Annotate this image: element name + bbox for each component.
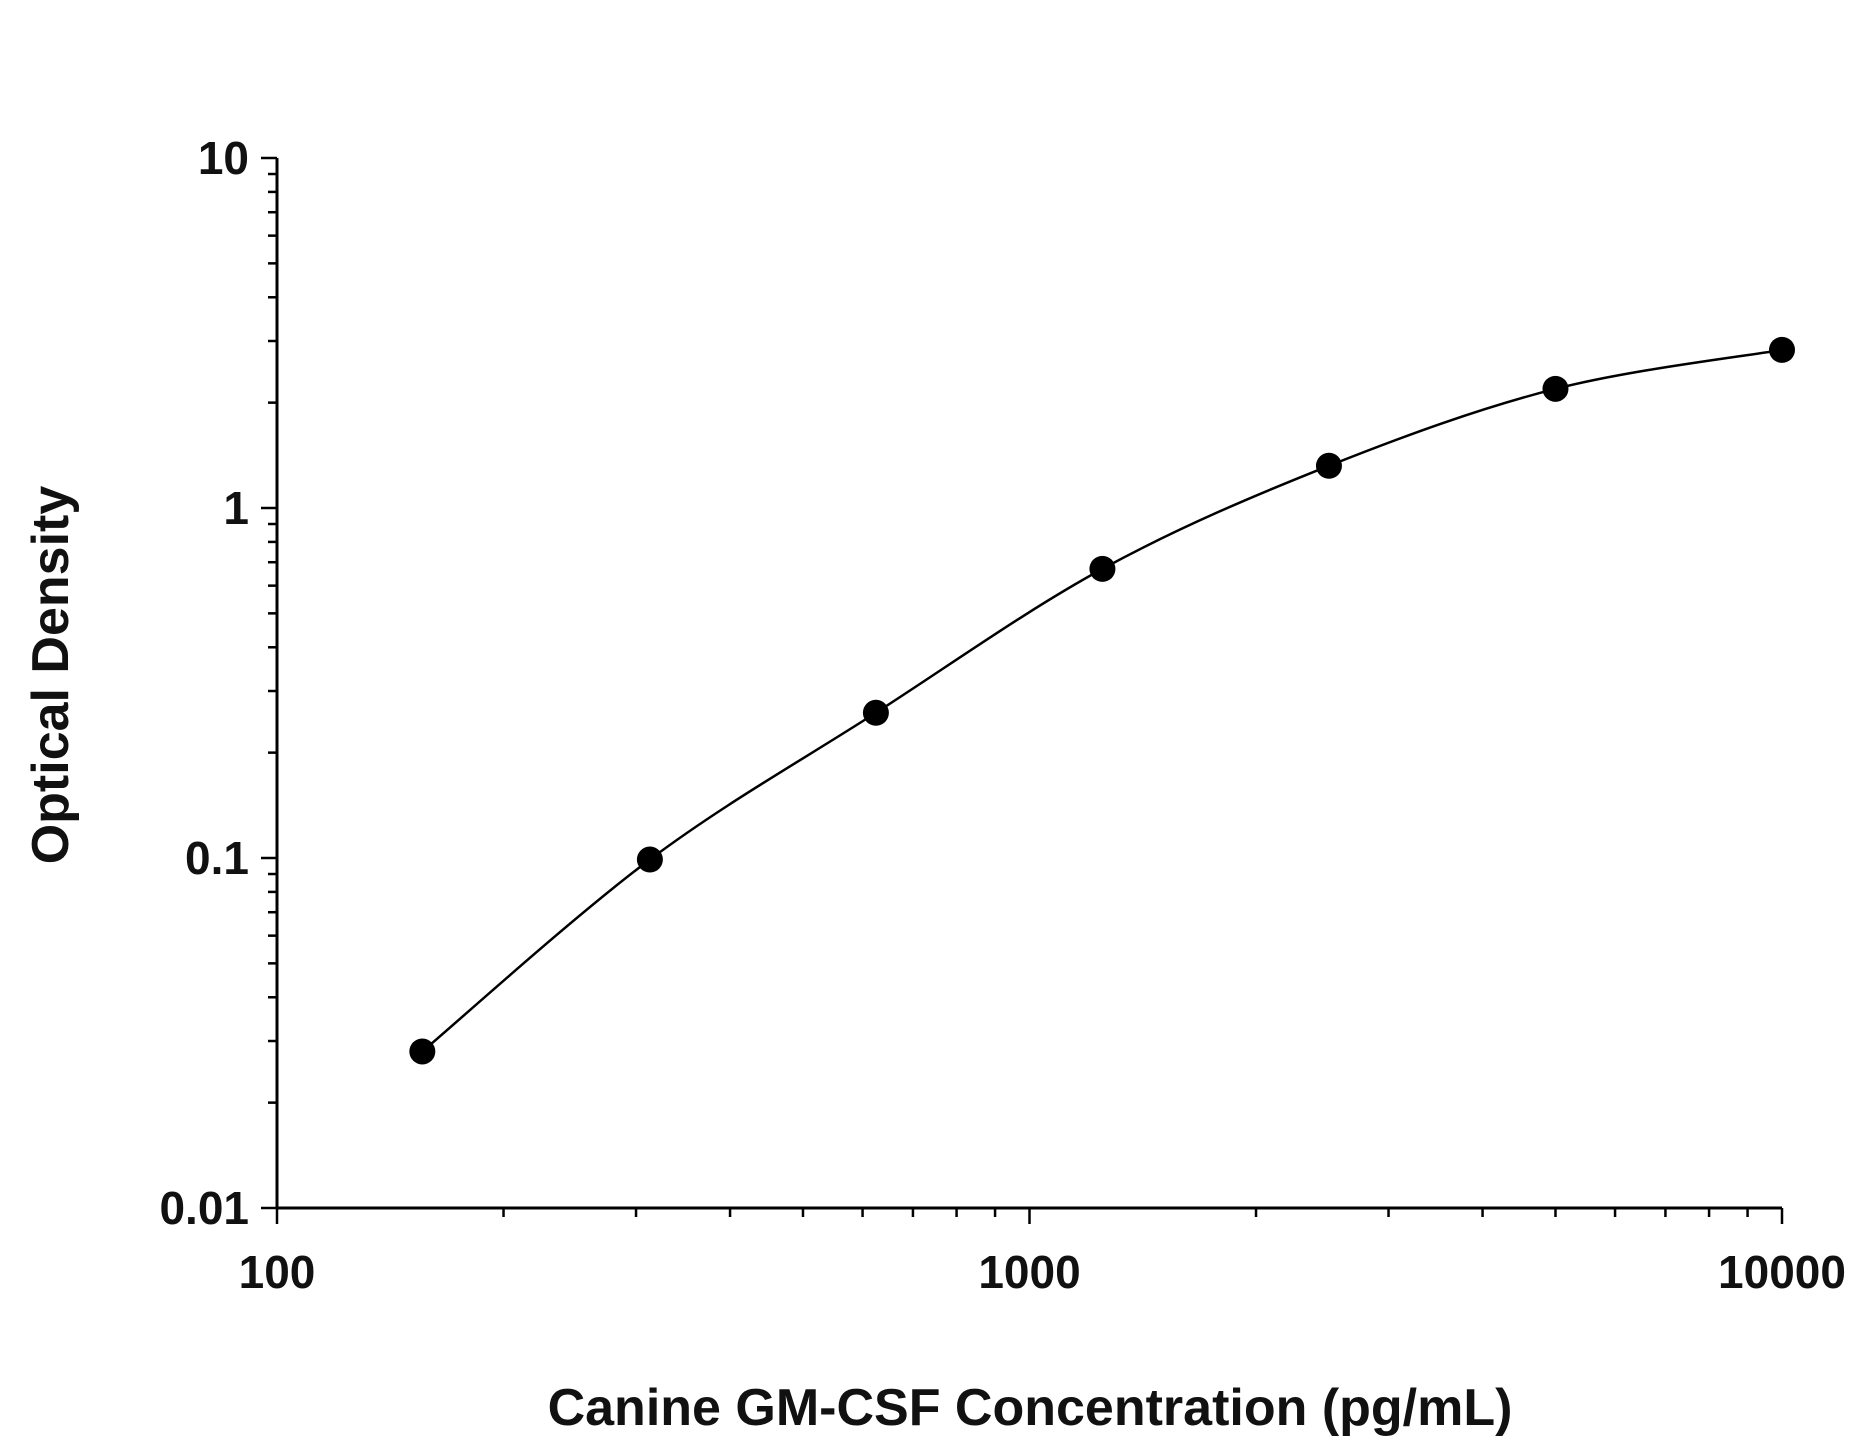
data-point: [1315, 452, 1342, 479]
data-point: [1769, 336, 1795, 363]
x-tick-label: 100: [239, 1246, 316, 1298]
axes: [261, 156, 1784, 1224]
data-points: [409, 336, 1795, 1065]
data-point: [862, 699, 889, 726]
fit-curve-layer: [421, 348, 1783, 1053]
data-point: [1542, 375, 1569, 402]
data-point: [409, 1038, 436, 1065]
data-point: [1089, 555, 1116, 582]
tick-labels: 0.01 0.1 1 10 100 1000 10000: [159, 132, 1845, 1298]
data-point: [636, 846, 663, 873]
x-tick-label: 10000: [1718, 1246, 1846, 1298]
fit-curve: [421, 348, 1783, 1053]
y-tick-label: 0.01: [159, 1182, 249, 1234]
y-tick-label: 0.1: [185, 832, 249, 884]
x-tick-label: 1000: [978, 1246, 1080, 1298]
y-tick-label: 1: [223, 482, 249, 534]
x-axis-title: Canine GM-CSF Concentration (pg/mL): [548, 1379, 1513, 1437]
y-axis-title: Optical Density: [22, 486, 80, 865]
y-tick-label: 10: [198, 132, 249, 184]
